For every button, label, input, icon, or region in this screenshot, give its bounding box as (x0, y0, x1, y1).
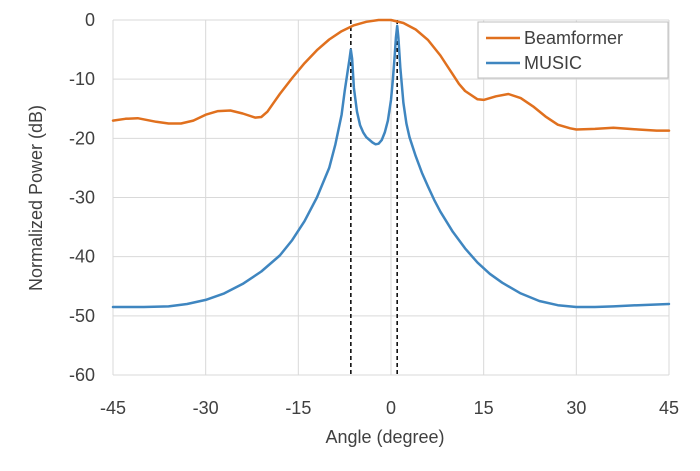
x-tick-labels: -45 -30 -15 0 15 30 45 (100, 398, 679, 418)
x-tick-label: -15 (285, 398, 311, 418)
y-tick-labels: 0 -10 -20 -30 -40 -50 -60 (69, 10, 95, 385)
x-tick-label: 0 (386, 398, 396, 418)
y-axis-title: Normalized Power (dB) (26, 105, 46, 291)
x-tick-label: -30 (193, 398, 219, 418)
y-tick-label: -40 (69, 247, 95, 267)
y-tick-label: -50 (69, 306, 95, 326)
legend: Beamformer MUSIC (477, 21, 669, 79)
x-tick-label: 45 (659, 398, 679, 418)
y-tick-label: 0 (85, 10, 95, 30)
y-tick-label: -30 (69, 188, 95, 208)
legend-label-music: MUSIC (524, 53, 582, 73)
x-tick-label: 30 (566, 398, 586, 418)
y-tick-label: -10 (69, 69, 95, 89)
legend-box (477, 21, 669, 79)
legend-label-beamformer: Beamformer (524, 28, 623, 48)
x-axis-title: Angle (degree) (325, 427, 444, 447)
y-tick-label: -60 (69, 365, 95, 385)
series-line-music (111, 24, 671, 309)
series-line-beamformer (111, 18, 671, 132)
marker-lines (350, 20, 398, 375)
x-tick-label: 15 (474, 398, 494, 418)
gridlines (112, 19, 670, 376)
y-tick-label: -20 (69, 128, 95, 148)
x-tick-label: -45 (100, 398, 126, 418)
series-lines (111, 18, 671, 309)
